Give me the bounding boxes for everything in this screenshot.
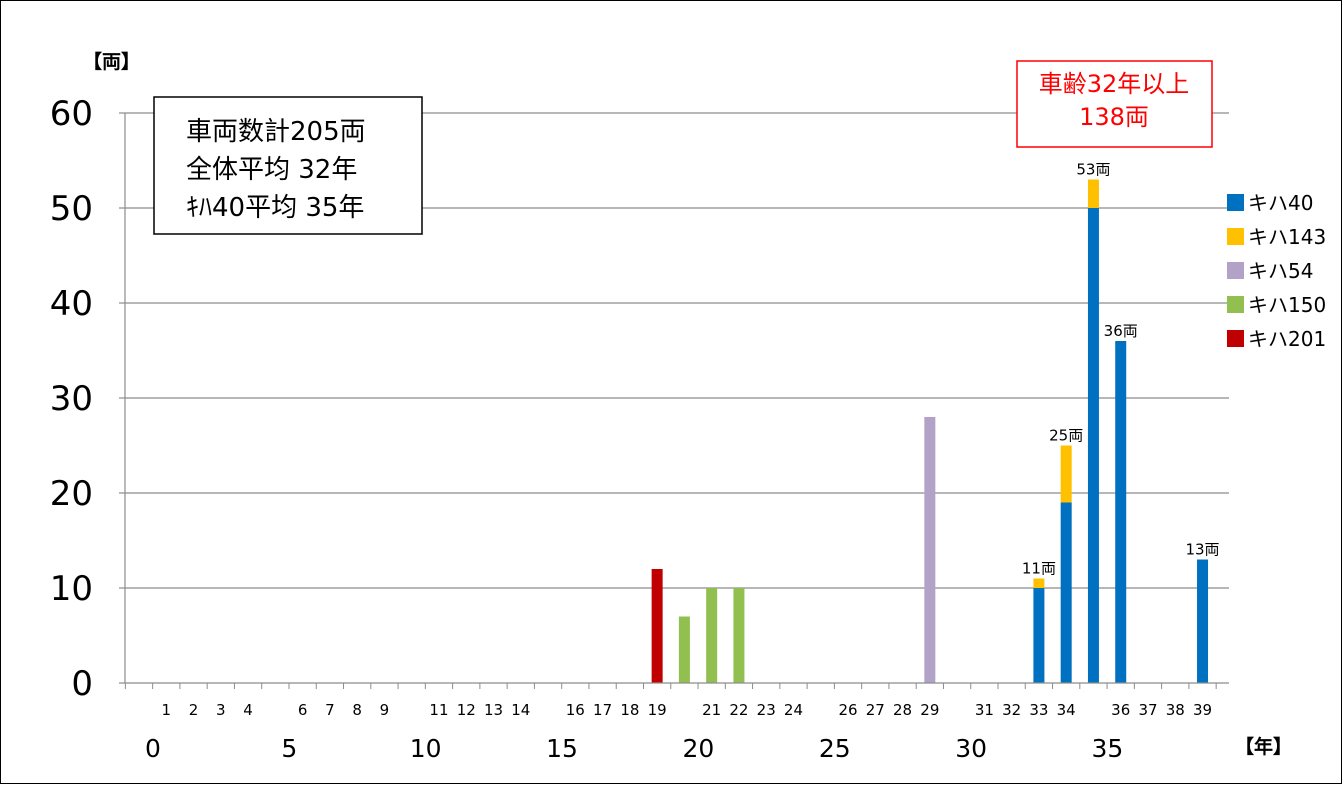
bar-キハ150-age-21 (706, 588, 718, 683)
x-small-label-9: 9 (380, 701, 390, 719)
y-tick-label-20: 20 (50, 474, 93, 514)
x-big-label-10: 10 (410, 734, 442, 763)
x-big-label-15: 15 (546, 734, 578, 763)
bar-キハ143-age-34 (1060, 445, 1072, 503)
legend-swatch-キハ150 (1227, 296, 1244, 313)
y-tick-label-10: 10 (50, 569, 93, 609)
x-small-label-37: 37 (1138, 701, 1157, 719)
x-small-label-19: 19 (648, 701, 667, 719)
y-tick-label-60: 60 (50, 94, 93, 134)
bar-キハ143-age-35 (1087, 179, 1099, 208)
bar-キハ150-age-20 (678, 616, 690, 683)
data-label-age-39: 13両 (1185, 541, 1219, 559)
x-small-label-38: 38 (1166, 701, 1185, 719)
x-small-label-23: 23 (757, 701, 776, 719)
x-small-label-14: 14 (511, 701, 530, 719)
y-tick-label-40: 40 (50, 284, 93, 324)
x-small-label-8: 8 (352, 701, 362, 719)
bar-キハ40-age-39 (1197, 559, 1209, 683)
legend-label-キハ150: キハ150 (1248, 293, 1326, 317)
x-small-label-13: 13 (484, 701, 503, 719)
bar-キハ40-age-34 (1060, 502, 1072, 683)
x-small-label-36: 36 (1111, 701, 1130, 719)
info-kiha40-average: ｷﾊ40平均 35年 (186, 193, 364, 223)
callout-box: 車齢32年以上 138両 (1016, 60, 1213, 148)
legend-label-キハ143: キハ143 (1248, 225, 1326, 249)
legend-swatch-キハ40 (1227, 194, 1244, 211)
x-small-label-12: 12 (457, 701, 476, 719)
x-small-label-4: 4 (243, 701, 253, 719)
bars (651, 179, 1209, 683)
x-axis-small-labels: 1 2 3 4 6 7 8 9 11 12 13 14 16 17 18 19 21 22 23 24 26 27 28 29… (161, 701, 1212, 719)
y-tick-label-30: 30 (50, 379, 93, 419)
data-label-age-33: 11両 (1022, 560, 1056, 578)
x-small-label-1: 1 (161, 701, 171, 719)
info-overall-average: 全体平均 32年 (186, 155, 357, 185)
legend: キハ40 キハ143 キハ54 キハ150 キハ201 (1227, 191, 1326, 351)
info-box: 車両数計205両 全体平均 32年 ｷﾊ40平均 35年 (153, 96, 423, 235)
x-small-label-28: 28 (893, 701, 912, 719)
bar-キハ201-age-19 (651, 569, 663, 683)
x-small-label-11: 11 (429, 701, 448, 719)
x-big-label-5: 5 (281, 734, 297, 763)
y-axis-unit-label: 【両】 (83, 50, 140, 73)
info-total-vehicles: 車両数計205両 (186, 117, 366, 147)
info-box-border (153, 96, 423, 235)
x-big-label-25: 25 (819, 734, 851, 763)
x-small-label-24: 24 (784, 701, 803, 719)
x-small-label-39: 39 (1193, 701, 1212, 719)
x-small-label-16: 16 (566, 701, 585, 719)
callout-age-threshold: 車齢32年以上 (1039, 70, 1190, 98)
legend-label-キハ201: キハ201 (1248, 327, 1326, 351)
x-small-label-3: 3 (216, 701, 226, 719)
data-label-age-34: 25両 (1049, 427, 1083, 445)
x-big-label-35: 35 (1092, 734, 1124, 763)
legend-label-キハ40: キハ40 (1248, 191, 1313, 215)
bar-キハ40-age-36 (1115, 341, 1127, 683)
x-small-label-6: 6 (298, 701, 308, 719)
x-small-label-34: 34 (1057, 701, 1076, 719)
legend-swatch-キハ143 (1227, 228, 1244, 245)
x-big-label-20: 20 (682, 734, 714, 763)
callout-border (1016, 60, 1213, 148)
bar-キハ40-age-33 (1033, 588, 1045, 683)
callout-vehicle-count: 138両 (1079, 103, 1149, 131)
bar-キハ143-age-33 (1033, 578, 1045, 588)
y-axis-ticks: 0 10 20 30 40 50 60 (50, 94, 126, 704)
x-small-label-29: 29 (920, 701, 939, 719)
x-big-label-0: 0 (145, 734, 161, 763)
legend-label-キハ54: キハ54 (1248, 259, 1313, 283)
x-big-label-30: 30 (955, 734, 987, 763)
x-small-label-22: 22 (729, 701, 748, 719)
x-small-label-7: 7 (325, 701, 335, 719)
y-tick-label-50: 50 (50, 189, 93, 229)
x-small-label-2: 2 (189, 701, 199, 719)
x-small-label-32: 32 (1002, 701, 1021, 719)
x-small-label-21: 21 (702, 701, 721, 719)
legend-swatch-キハ201 (1227, 330, 1244, 347)
x-axis-unit-label: 【年】 (1235, 735, 1292, 758)
data-label-age-35: 53両 (1076, 161, 1110, 179)
data-labels: 11両 25両 53両 36両 13両 (1022, 161, 1220, 578)
bar-キハ40-age-35 (1087, 208, 1099, 683)
data-label-age-36: 36両 (1104, 322, 1138, 340)
x-axis-big-labels: 0 5 10 15 20 25 30 35 (145, 734, 1123, 763)
x-small-label-33: 33 (1029, 701, 1048, 719)
x-small-label-27: 27 (866, 701, 885, 719)
x-small-label-17: 17 (593, 701, 612, 719)
x-small-label-18: 18 (620, 701, 639, 719)
bar-キハ150-age-22 (733, 588, 745, 683)
x-small-label-31: 31 (975, 701, 994, 719)
x-axis-ticks (124, 683, 1217, 689)
x-small-label-26: 26 (838, 701, 857, 719)
bar-キハ54-age-29 (924, 417, 936, 683)
y-tick-label-0: 0 (71, 664, 93, 704)
legend-swatch-キハ54 (1227, 262, 1244, 279)
